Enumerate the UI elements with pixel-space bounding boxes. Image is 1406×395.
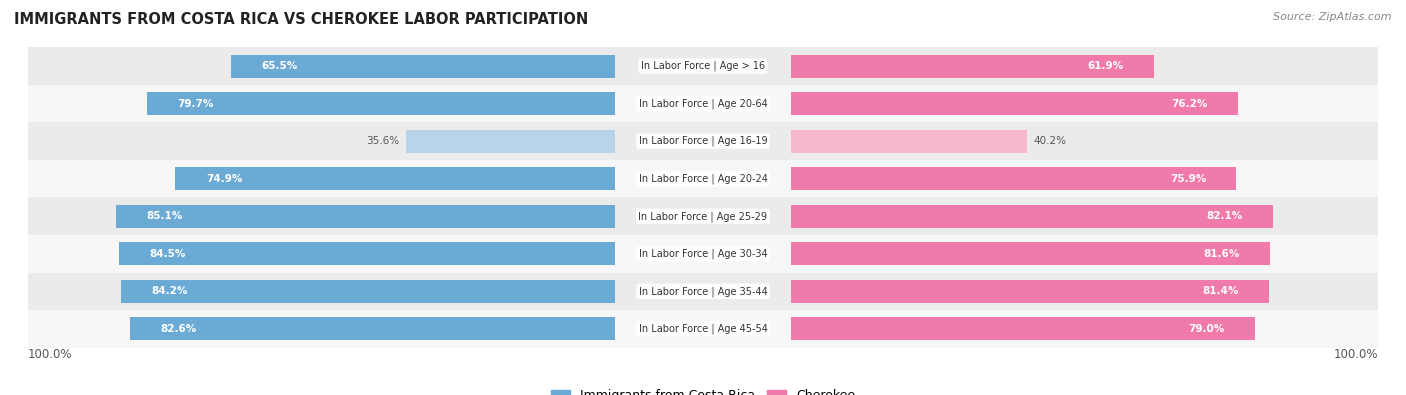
Text: 84.5%: 84.5%: [149, 249, 186, 259]
Bar: [28, 310, 1378, 348]
Text: 76.2%: 76.2%: [1171, 99, 1208, 109]
Text: 100.0%: 100.0%: [28, 348, 73, 361]
Bar: [790, 130, 1026, 153]
Text: 85.1%: 85.1%: [146, 211, 183, 221]
Bar: [28, 160, 1378, 198]
Text: 35.6%: 35.6%: [367, 136, 399, 146]
Text: In Labor Force | Age > 16: In Labor Force | Age > 16: [641, 61, 765, 71]
Bar: [790, 92, 1239, 115]
Text: 82.1%: 82.1%: [1206, 211, 1243, 221]
Text: 79.0%: 79.0%: [1188, 324, 1225, 334]
Legend: Immigrants from Costa Rica, Cherokee: Immigrants from Costa Rica, Cherokee: [546, 384, 860, 395]
Bar: [790, 205, 1272, 228]
Bar: [28, 47, 1378, 85]
Bar: [790, 55, 1154, 78]
Text: 74.9%: 74.9%: [205, 174, 242, 184]
Text: 61.9%: 61.9%: [1088, 61, 1123, 71]
Bar: [28, 273, 1378, 310]
Text: 65.5%: 65.5%: [262, 61, 297, 71]
Text: 81.6%: 81.6%: [1204, 249, 1240, 259]
Text: In Labor Force | Age 35-44: In Labor Force | Age 35-44: [638, 286, 768, 297]
Bar: [790, 317, 1254, 340]
Bar: [28, 122, 1378, 160]
Bar: [28, 85, 1378, 122]
Bar: [115, 205, 616, 228]
Text: In Labor Force | Age 20-64: In Labor Force | Age 20-64: [638, 98, 768, 109]
Bar: [406, 130, 616, 153]
Text: In Labor Force | Age 25-29: In Labor Force | Age 25-29: [638, 211, 768, 222]
Text: IMMIGRANTS FROM COSTA RICA VS CHEROKEE LABOR PARTICIPATION: IMMIGRANTS FROM COSTA RICA VS CHEROKEE L…: [14, 12, 588, 27]
Bar: [231, 55, 616, 78]
Text: 81.4%: 81.4%: [1202, 286, 1239, 296]
Bar: [790, 280, 1268, 303]
Text: 82.6%: 82.6%: [160, 324, 197, 334]
Bar: [790, 242, 1270, 265]
Text: 79.7%: 79.7%: [177, 99, 214, 109]
Text: 84.2%: 84.2%: [152, 286, 187, 296]
Bar: [121, 280, 616, 303]
Bar: [131, 317, 616, 340]
Text: In Labor Force | Age 45-54: In Labor Force | Age 45-54: [638, 324, 768, 334]
Bar: [28, 235, 1378, 273]
Text: In Labor Force | Age 16-19: In Labor Force | Age 16-19: [638, 136, 768, 147]
Text: 40.2%: 40.2%: [1033, 136, 1067, 146]
Text: In Labor Force | Age 30-34: In Labor Force | Age 30-34: [638, 248, 768, 259]
Bar: [120, 242, 616, 265]
Bar: [790, 167, 1236, 190]
Text: 100.0%: 100.0%: [1333, 348, 1378, 361]
Bar: [28, 198, 1378, 235]
Bar: [176, 167, 616, 190]
Text: In Labor Force | Age 20-24: In Labor Force | Age 20-24: [638, 173, 768, 184]
Bar: [148, 92, 616, 115]
Text: 75.9%: 75.9%: [1170, 174, 1206, 184]
Text: Source: ZipAtlas.com: Source: ZipAtlas.com: [1274, 12, 1392, 22]
